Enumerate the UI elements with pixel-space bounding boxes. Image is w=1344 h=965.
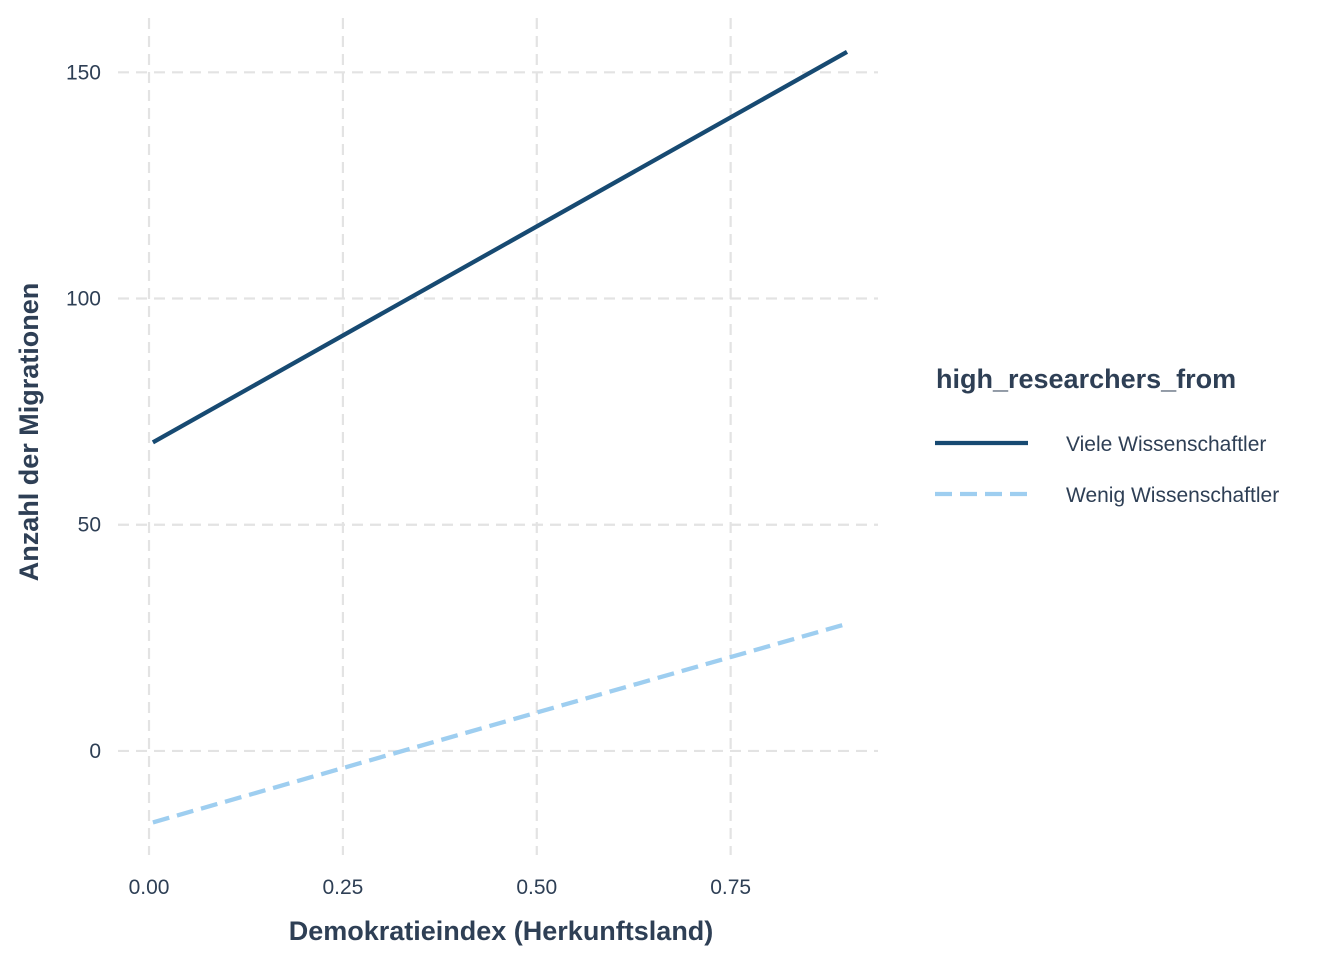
series-line-1 xyxy=(151,50,849,445)
x-tick-label: 0.25 xyxy=(322,876,363,899)
legend-label-1: Viele Wissenschaftler xyxy=(1066,433,1266,456)
x-tick-labels: 0.00 0.25 0.50 0.75 xyxy=(129,876,752,899)
grid xyxy=(118,18,878,855)
x-tick-label: 0.75 xyxy=(710,876,751,899)
legend-items: Viele Wissenschaftler Wenig Wissenschaftl… xyxy=(935,433,1279,507)
legend-label-2: Wenig Wissenschaftler xyxy=(1066,484,1279,507)
series-line-2 xyxy=(152,621,848,825)
y-tick-label: 50 xyxy=(78,514,101,537)
y-tick-label: 0 xyxy=(89,740,101,763)
x-tick-label: 0.00 xyxy=(129,876,170,899)
legend: high_researchers_from Viele Wissenschaft… xyxy=(935,364,1279,507)
y-tick-label: 100 xyxy=(66,288,101,311)
y-axis-title: Anzahl der Migrationen xyxy=(14,283,44,582)
series-lines xyxy=(151,50,849,825)
y-tick-labels: 0 50 100 150 xyxy=(66,61,101,763)
x-axis-title: Demokratieindex (Herkunftsland) xyxy=(289,916,714,946)
y-tick-label: 150 xyxy=(66,61,101,84)
x-tick-label: 0.50 xyxy=(516,876,557,899)
legend-title: high_researchers_from xyxy=(936,364,1236,394)
